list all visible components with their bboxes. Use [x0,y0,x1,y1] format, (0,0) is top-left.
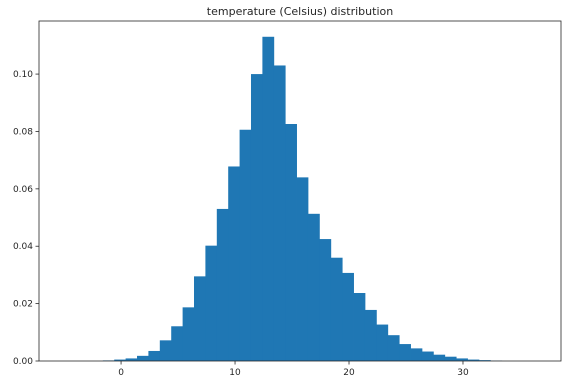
histogram-bar [194,276,206,361]
y-tick-label: 0.00 [13,357,33,367]
histogram-bar [171,326,183,361]
histogram-bar [183,307,195,361]
histogram-bar [285,124,297,361]
histogram-bar [148,351,160,361]
y-tick-label: 0.08 [13,127,33,137]
x-tick-label: 20 [343,368,355,377]
histogram-bar [376,325,388,361]
histogram-bar [319,239,331,361]
y-tick-label: 0.04 [13,242,33,252]
y-tick-label: 0.02 [13,300,33,310]
x-tick-label: 10 [229,368,241,377]
histogram-bar [217,209,229,361]
histogram-bar [251,74,263,361]
histogram-bar [354,293,366,361]
histogram-bar [445,357,457,361]
histogram-bar [137,356,149,361]
y-tick-label: 0.10 [13,70,33,80]
histogram-bar [331,258,343,361]
histogram-bar [228,166,240,361]
histogram-bar [365,310,377,361]
histogram-bar [205,246,217,361]
histogram-bar [342,273,354,361]
histogram-bar [240,130,252,361]
histogram-bar [422,352,434,361]
histogram-bar [274,65,286,361]
histogram-bar [297,177,309,361]
x-tick-label: 30 [457,368,469,377]
histogram-bar [308,214,320,361]
y-tick-label: 0.06 [13,185,33,195]
y-axis-ticks: 0.00 0.02 0.04 0.06 0.08 0.10 [13,70,39,367]
histogram-bar [160,340,172,361]
histogram-bar [399,344,411,361]
histogram-bar [388,335,400,361]
histogram-bars [103,37,502,361]
histogram-bar [262,37,274,361]
histogram-bar [411,348,423,361]
chart-title: temperature (Celsius) distribution [207,5,393,18]
x-axis-ticks: 0 10 20 30 [118,361,469,377]
x-tick-label: 0 [118,368,124,377]
histogram-bar [433,355,445,361]
